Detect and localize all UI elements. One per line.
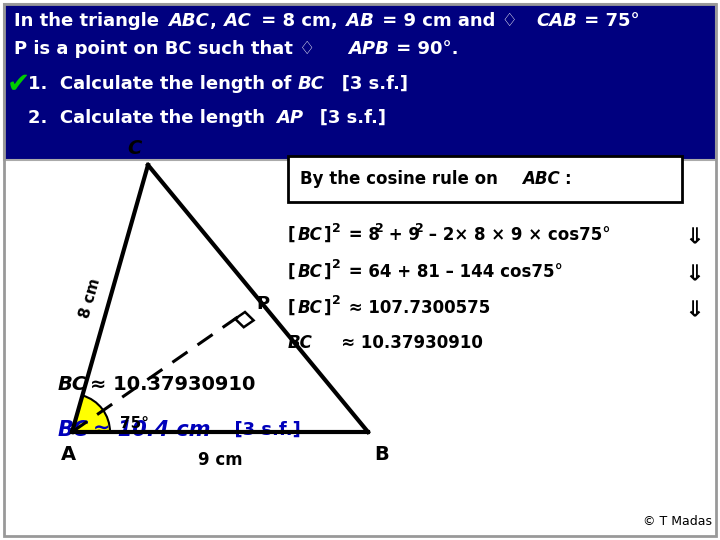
Text: – 2× 8 × 9 × cos75°: – 2× 8 × 9 × cos75° bbox=[423, 226, 611, 244]
Text: = 75°: = 75° bbox=[578, 12, 639, 30]
Wedge shape bbox=[72, 395, 110, 432]
FancyBboxPatch shape bbox=[4, 4, 716, 160]
Text: [: [ bbox=[288, 263, 296, 281]
Text: APB: APB bbox=[348, 40, 389, 58]
Text: + 9: + 9 bbox=[383, 226, 420, 244]
Text: ≈ 10.4 cm: ≈ 10.4 cm bbox=[93, 420, 210, 440]
Text: In the triangle: In the triangle bbox=[14, 12, 166, 30]
Text: ✔: ✔ bbox=[7, 70, 30, 98]
Text: 2: 2 bbox=[332, 221, 341, 234]
Text: P is a point on BC such that ♢: P is a point on BC such that ♢ bbox=[14, 40, 315, 58]
Text: 75°: 75° bbox=[120, 416, 149, 431]
Text: ]: ] bbox=[324, 263, 331, 281]
Text: [: [ bbox=[288, 299, 296, 317]
Text: By the cosine rule on: By the cosine rule on bbox=[300, 170, 503, 188]
Text: ]: ] bbox=[324, 226, 331, 244]
Text: 2: 2 bbox=[415, 221, 424, 234]
Text: [3 s.f.]: [3 s.f.] bbox=[222, 421, 301, 439]
Text: ⇒: ⇒ bbox=[682, 299, 702, 318]
Text: B: B bbox=[374, 444, 390, 463]
Text: BC: BC bbox=[288, 334, 313, 352]
Text: ABC: ABC bbox=[522, 170, 559, 188]
Text: BC: BC bbox=[58, 420, 89, 440]
Text: ]: ] bbox=[324, 299, 331, 317]
Text: = 90°.: = 90°. bbox=[390, 40, 459, 58]
FancyBboxPatch shape bbox=[288, 156, 682, 202]
Text: AC: AC bbox=[218, 12, 251, 30]
Text: 1.  Calculate the length of: 1. Calculate the length of bbox=[28, 75, 297, 93]
Text: [3 s.f.]: [3 s.f.] bbox=[301, 109, 386, 127]
Text: BC: BC bbox=[298, 299, 323, 317]
Text: ABC: ABC bbox=[168, 12, 209, 30]
Text: CAB: CAB bbox=[536, 12, 577, 30]
Text: ≈ 10.37930910: ≈ 10.37930910 bbox=[90, 375, 256, 395]
Text: BC: BC bbox=[298, 75, 325, 93]
Text: 2.  Calculate the length: 2. Calculate the length bbox=[28, 109, 271, 127]
Text: A: A bbox=[60, 444, 76, 463]
Text: [: [ bbox=[288, 226, 296, 244]
Text: 8 cm: 8 cm bbox=[77, 277, 103, 320]
Text: = 9 cm and ♢: = 9 cm and ♢ bbox=[376, 12, 518, 30]
Text: :: : bbox=[564, 170, 571, 188]
Text: = 64 + 81 – 144 cos75°: = 64 + 81 – 144 cos75° bbox=[343, 263, 563, 281]
Text: ⇒: ⇒ bbox=[682, 226, 702, 244]
Text: 2: 2 bbox=[332, 259, 341, 272]
Text: ,: , bbox=[210, 12, 217, 30]
Text: BC: BC bbox=[298, 226, 323, 244]
Text: ≈ 107.7300575: ≈ 107.7300575 bbox=[343, 299, 490, 317]
Text: BC: BC bbox=[298, 263, 323, 281]
Text: = 8 cm,: = 8 cm, bbox=[255, 12, 338, 30]
Text: [3 s.f.]: [3 s.f.] bbox=[323, 75, 408, 93]
Text: 2: 2 bbox=[332, 294, 341, 307]
Text: AP: AP bbox=[276, 109, 303, 127]
Text: C: C bbox=[127, 139, 141, 159]
Text: 2: 2 bbox=[375, 221, 384, 234]
Text: P: P bbox=[256, 295, 269, 313]
Text: ⇒: ⇒ bbox=[682, 262, 702, 281]
Text: ≈ 10.37930910: ≈ 10.37930910 bbox=[324, 334, 483, 352]
Text: © T Madas: © T Madas bbox=[643, 515, 712, 528]
Text: AB: AB bbox=[340, 12, 374, 30]
Text: 9 cm: 9 cm bbox=[198, 451, 243, 469]
Text: BC: BC bbox=[58, 375, 87, 395]
Text: = 8: = 8 bbox=[343, 226, 380, 244]
